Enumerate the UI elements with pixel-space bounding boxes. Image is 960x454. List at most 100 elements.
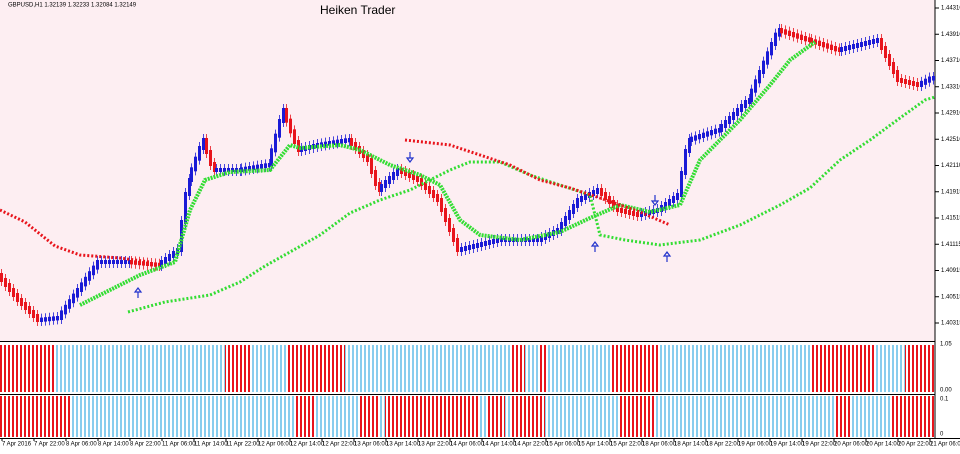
candle (52, 316, 55, 321)
candle (524, 238, 527, 242)
candle (532, 238, 535, 242)
candle (138, 260, 141, 266)
candle (124, 260, 127, 264)
price-label: 1.41115 (941, 242, 960, 248)
price-label: 1.40515 (941, 294, 960, 300)
price-label: 1.42110 (941, 163, 960, 169)
candle (264, 163, 267, 168)
candle (632, 211, 635, 216)
red-bars (0, 345, 55, 392)
candle (190, 167, 193, 182)
candle (293, 129, 296, 144)
candle (300, 147, 303, 152)
red-bars (510, 345, 525, 392)
time-label: 11 Apr 22:00 (226, 442, 260, 448)
candle (706, 131, 709, 137)
candle (736, 108, 739, 116)
red-bars (295, 396, 315, 437)
indicator-title: Heiken Trader (320, 3, 395, 17)
price-label: 1.43710 (941, 58, 960, 64)
candle (464, 246, 467, 251)
candle (198, 146, 201, 161)
signal-arrows (133, 152, 672, 298)
candle (568, 210, 571, 220)
candle (740, 104, 743, 112)
candle (48, 316, 51, 322)
candle (146, 261, 149, 266)
blue-bars (380, 396, 385, 437)
candle (268, 163, 271, 168)
time-label: 14 Apr 22:00 (514, 442, 549, 448)
candle (362, 150, 365, 158)
candle (194, 156, 197, 172)
candle (142, 261, 145, 266)
candle (188, 178, 191, 196)
candle (104, 260, 107, 264)
candle (88, 271, 91, 281)
candle (350, 138, 353, 146)
time-label: 8 Apr 22:00 (130, 442, 161, 448)
time-label: 8 Apr 06:00 (66, 442, 97, 448)
candle (32, 310, 35, 318)
candle (336, 139, 339, 145)
candle (814, 39, 817, 45)
candle (285, 108, 288, 123)
candle (640, 212, 643, 217)
symbol-info: GBPUSD,H1 1.32139 1.32233 1.32084 1.3214… (8, 3, 137, 9)
candle (748, 98, 751, 104)
candle (436, 194, 439, 202)
candle (348, 138, 351, 143)
candle (788, 30, 791, 36)
candle (160, 260, 163, 267)
candle (260, 164, 263, 169)
candle (378, 182, 381, 192)
time-label: 13 Apr 14:00 (386, 442, 421, 448)
blue-bars (546, 345, 610, 392)
time-label: 19 Apr 06:00 (738, 442, 773, 448)
red-bars (905, 345, 935, 392)
candle (904, 79, 907, 84)
time-label: 15 Apr 06:00 (546, 442, 581, 448)
candle (392, 172, 395, 180)
time-label: 20 Apr 14:00 (866, 442, 901, 448)
time-label: 18 Apr 06:00 (642, 442, 677, 448)
time-label: 13 Apr 06:00 (354, 442, 389, 448)
price-label: 1.40315 (941, 321, 960, 327)
candle (916, 82, 919, 87)
candle (608, 196, 611, 204)
candle (924, 78, 927, 85)
candle (340, 139, 343, 144)
candle (215, 168, 218, 172)
candle (56, 316, 59, 321)
time-label: 11 Apr 14:00 (194, 442, 228, 448)
price-label: 1.43910 (941, 32, 960, 38)
red-bars (360, 396, 380, 437)
candle (780, 28, 783, 34)
candle (810, 38, 813, 44)
candle (68, 299, 71, 309)
candle (324, 141, 327, 147)
candle (282, 108, 285, 123)
candle (912, 81, 915, 86)
arrow-down (650, 195, 660, 206)
candle (584, 194, 587, 200)
candle (544, 234, 547, 240)
price-label: 1.41515 (941, 216, 960, 222)
candle (76, 288, 79, 298)
candle (476, 243, 479, 248)
resistance-dots (404, 138, 671, 227)
time-label: 7 Apr 22:00 (34, 442, 65, 448)
candle (718, 128, 721, 133)
red-bars (385, 396, 480, 437)
candle (158, 262, 161, 267)
candle (44, 317, 47, 322)
candle (460, 247, 463, 252)
candle (328, 141, 331, 146)
candle (480, 242, 483, 247)
candle (370, 158, 373, 174)
candle (744, 100, 747, 108)
time-label: 12 Apr 22:00 (322, 442, 357, 448)
candle (628, 210, 631, 215)
candle (896, 70, 899, 82)
candle (412, 174, 415, 180)
